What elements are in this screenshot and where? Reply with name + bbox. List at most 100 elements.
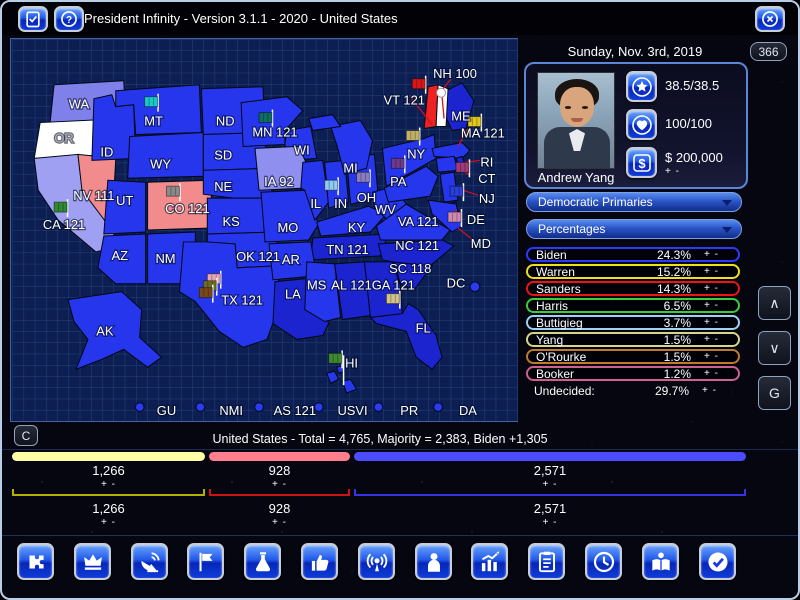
territory-dot[interactable] bbox=[373, 401, 384, 413]
candidate-flag bbox=[198, 287, 213, 299]
energy-value: 100/100 bbox=[665, 116, 712, 131]
funds-button[interactable]: $ bbox=[626, 147, 657, 178]
trend-indicator[interactable]: + - bbox=[704, 283, 719, 294]
satellite-dish-button[interactable] bbox=[131, 543, 168, 580]
state-label: MA 121 bbox=[461, 125, 505, 140]
close-button[interactable] bbox=[755, 6, 785, 32]
undecided-percentage: 29.7% bbox=[654, 383, 689, 398]
trend-indicator[interactable]: + - bbox=[704, 334, 719, 345]
trend-indicator[interactable]: + - bbox=[704, 266, 719, 277]
general-button[interactable]: G bbox=[758, 376, 791, 410]
trend-indicator[interactable]: + - bbox=[704, 249, 719, 260]
state-label: NV 111 bbox=[73, 188, 114, 203]
clipboard-button[interactable] bbox=[528, 543, 565, 580]
trend-indicator[interactable]: + - bbox=[704, 317, 719, 328]
race-summary: United States - Total = 4,765, Majority … bbox=[212, 432, 548, 446]
clock-button[interactable] bbox=[585, 543, 622, 580]
clock-icon bbox=[593, 551, 614, 572]
candidate-label: Warren bbox=[536, 264, 575, 279]
title-bar: ? President Infinity - Version 3.1.1 - 2… bbox=[2, 2, 798, 35]
state-label: KY bbox=[348, 220, 366, 235]
trend-indicator: + - bbox=[542, 479, 558, 490]
nh-pin bbox=[436, 87, 447, 98]
state-label: NMI bbox=[219, 403, 243, 418]
us-map[interactable]: WA OR CA 121 NV 111 ID MT WY UT CO 121 AZ NM ND SD NE… bbox=[11, 39, 519, 421]
standings-row-warren[interactable]: Warren 15.2% + - bbox=[526, 264, 740, 279]
state-label: OK 121 bbox=[236, 249, 280, 264]
state-label: FL bbox=[416, 320, 431, 335]
standings-row-sanders[interactable]: Sanders 14.3% + - bbox=[526, 281, 740, 296]
trend-indicator: + - bbox=[702, 385, 717, 396]
candidate-label: Buttigieg bbox=[536, 315, 583, 330]
state-label: NH 100 bbox=[433, 66, 477, 81]
standings-row-yang[interactable]: Yang 1.5% + - bbox=[526, 332, 740, 347]
svg-text:$: $ bbox=[638, 156, 646, 171]
flag-button[interactable] bbox=[187, 543, 224, 580]
standings-row-biden[interactable]: Biden 24.3% + - bbox=[526, 247, 740, 262]
territory-dot[interactable] bbox=[195, 401, 206, 413]
delegate-count: 2,571 bbox=[533, 463, 567, 478]
reader-button[interactable] bbox=[642, 543, 679, 580]
help-button[interactable]: ? bbox=[54, 6, 84, 32]
candidate-flag bbox=[447, 211, 462, 223]
state-shapes[interactable] bbox=[33, 80, 475, 394]
view-dropdown[interactable]: Percentages bbox=[526, 219, 742, 239]
view-dropdown-value: Percentages bbox=[538, 222, 606, 236]
candidate-flag bbox=[356, 171, 370, 183]
thumbs-up-button[interactable] bbox=[301, 543, 338, 580]
undecided-label: Undecided: bbox=[534, 383, 595, 398]
delegate-line-bar bbox=[354, 489, 746, 496]
standings-row-booker[interactable]: Booker 1.2% + - bbox=[526, 366, 740, 381]
state-label: MT bbox=[144, 114, 163, 129]
funds-plus-minus[interactable]: + - bbox=[665, 166, 680, 177]
c-button[interactable]: C bbox=[14, 425, 38, 446]
candidate-flags bbox=[53, 75, 483, 386]
notes-button[interactable] bbox=[18, 6, 48, 32]
trend-indicator: + - bbox=[272, 479, 287, 490]
crown-button[interactable] bbox=[74, 543, 111, 580]
state-label: WV bbox=[375, 202, 396, 217]
chart-button[interactable] bbox=[471, 543, 508, 580]
trend-indicator[interactable]: + - bbox=[704, 351, 719, 362]
flask-button[interactable] bbox=[244, 543, 281, 580]
state-label: PR bbox=[400, 403, 418, 418]
standings-row-harris[interactable]: Harris 6.5% + - bbox=[526, 298, 740, 313]
candidate-label: Harris bbox=[536, 298, 568, 313]
territory-dot[interactable] bbox=[432, 401, 444, 413]
territory-dot[interactable] bbox=[469, 280, 481, 293]
territory-dots[interactable] bbox=[134, 87, 481, 413]
state-label: VT 121 bbox=[384, 93, 425, 108]
standings-row-buttigieg[interactable]: Buttigieg 3.7% + - bbox=[526, 315, 740, 330]
candidate-flag bbox=[467, 116, 482, 128]
close-icon bbox=[762, 11, 778, 27]
svg-text:?: ? bbox=[66, 15, 72, 26]
territory-dot[interactable] bbox=[134, 401, 145, 413]
leadership-button[interactable] bbox=[626, 71, 657, 102]
territory-dot[interactable] bbox=[253, 401, 265, 413]
standings-row-orourke[interactable]: O'Rourke 1.5% + - bbox=[526, 349, 740, 364]
broadcast-button[interactable] bbox=[358, 543, 395, 580]
state-label: GA 121 bbox=[372, 278, 415, 293]
puzzle-button[interactable] bbox=[17, 543, 54, 580]
state-label: NJ bbox=[479, 191, 495, 206]
trend-indicator[interactable]: + - bbox=[704, 368, 719, 379]
race-dropdown-value: Democratic Primaries bbox=[538, 195, 653, 209]
us-map-panel[interactable]: WA OR CA 121 NV 111 ID MT WY UT CO 121 AZ NM ND SD NE… bbox=[10, 38, 518, 422]
delegate-count: 928 bbox=[268, 463, 291, 478]
race-dropdown[interactable]: Democratic Primaries bbox=[526, 192, 742, 212]
scroll-down-button[interactable]: ∨ bbox=[758, 331, 791, 365]
state-label: ND bbox=[216, 114, 235, 129]
state-label: CT bbox=[478, 171, 495, 186]
candidate-percentage: 14.3% bbox=[656, 281, 691, 296]
trend-indicator[interactable]: + - bbox=[704, 300, 719, 311]
energy-button[interactable] bbox=[626, 109, 657, 140]
state-label: OH bbox=[357, 190, 376, 205]
check-circle-button[interactable] bbox=[699, 543, 736, 580]
candidate-flag bbox=[258, 112, 273, 124]
scroll-up-button[interactable]: ∧ bbox=[758, 286, 791, 320]
state-label: PA bbox=[390, 174, 407, 189]
days-remaining-button[interactable]: 366 bbox=[750, 42, 787, 61]
territory-dot[interactable] bbox=[313, 401, 324, 413]
person-button[interactable] bbox=[415, 543, 452, 580]
state-label: ID bbox=[100, 144, 113, 159]
